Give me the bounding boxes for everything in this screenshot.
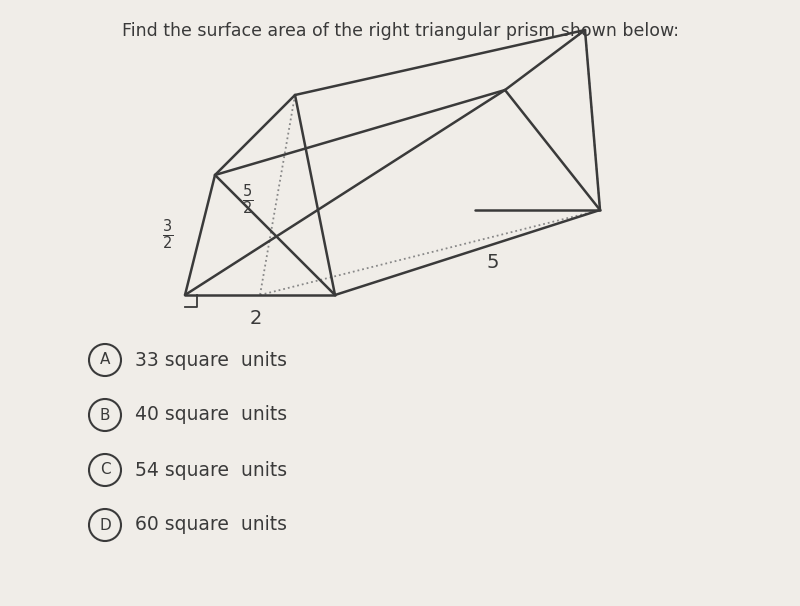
Text: $\frac{3}{2}$: $\frac{3}{2}$ [162, 218, 174, 252]
Text: Find the surface area of the right triangular prism shown below:: Find the surface area of the right trian… [122, 22, 678, 40]
Text: 40 square  units: 40 square units [135, 405, 287, 424]
Text: 60 square  units: 60 square units [135, 516, 287, 534]
Text: 33 square  units: 33 square units [135, 350, 287, 370]
Text: A: A [100, 353, 110, 367]
Text: 54 square  units: 54 square units [135, 461, 287, 479]
Text: B: B [100, 407, 110, 422]
Text: $5$: $5$ [486, 253, 498, 271]
Text: $2$: $2$ [249, 308, 261, 327]
Text: C: C [100, 462, 110, 478]
Text: $\frac{5}{2}$: $\frac{5}{2}$ [242, 183, 254, 218]
Text: D: D [99, 518, 111, 533]
